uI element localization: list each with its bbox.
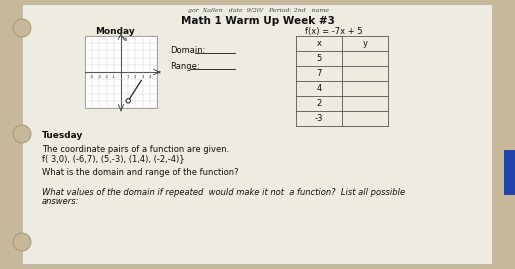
Text: 1: 1 <box>127 75 129 79</box>
Text: The coordinate pairs of a function are given.: The coordinate pairs of a function are g… <box>42 145 229 154</box>
Text: x: x <box>317 39 321 48</box>
Text: -1: -1 <box>112 75 116 79</box>
Text: f(x) = -7x + 5: f(x) = -7x + 5 <box>305 27 363 36</box>
Text: 4: 4 <box>316 84 322 93</box>
Text: Range:: Range: <box>170 62 200 71</box>
Text: Math 1 Warm Up Week #3: Math 1 Warm Up Week #3 <box>181 16 335 26</box>
Circle shape <box>13 233 31 251</box>
FancyBboxPatch shape <box>504 150 515 195</box>
Circle shape <box>13 19 31 37</box>
Text: Ya: Ya <box>122 37 127 42</box>
Text: What is the domain and range of the function?: What is the domain and range of the func… <box>42 168 238 177</box>
Text: Tuesday: Tuesday <box>42 131 83 140</box>
Circle shape <box>126 99 130 103</box>
Text: -3: -3 <box>97 75 101 79</box>
FancyBboxPatch shape <box>22 4 492 264</box>
Text: -3: -3 <box>315 114 323 123</box>
Text: Domain:: Domain: <box>170 46 205 55</box>
Text: 7: 7 <box>316 69 322 78</box>
Text: y: y <box>363 39 368 48</box>
Text: -2: -2 <box>105 75 109 79</box>
Text: What values of the domain if repeated  would make it not  a function?  List all : What values of the domain if repeated wo… <box>42 188 405 197</box>
Text: Monday: Monday <box>95 27 135 36</box>
Text: 2: 2 <box>134 75 136 79</box>
Circle shape <box>13 125 31 143</box>
Text: answers:: answers: <box>42 197 79 206</box>
Text: 3: 3 <box>141 75 144 79</box>
Text: x: x <box>158 69 161 75</box>
Text: 4: 4 <box>148 75 151 79</box>
Text: f( 3,0), (-6,7), (5,-3), (1,4), (-2,-4)}: f( 3,0), (-6,7), (5,-3), (1,4), (-2,-4)} <box>42 154 184 163</box>
Text: 2: 2 <box>316 99 322 108</box>
FancyBboxPatch shape <box>85 36 157 108</box>
Text: gor  Xallen   date  9/20/   Period: 2nd   name: gor Xallen date 9/20/ Period: 2nd name <box>187 8 329 13</box>
Text: -4: -4 <box>90 75 94 79</box>
Text: 5: 5 <box>316 54 322 63</box>
